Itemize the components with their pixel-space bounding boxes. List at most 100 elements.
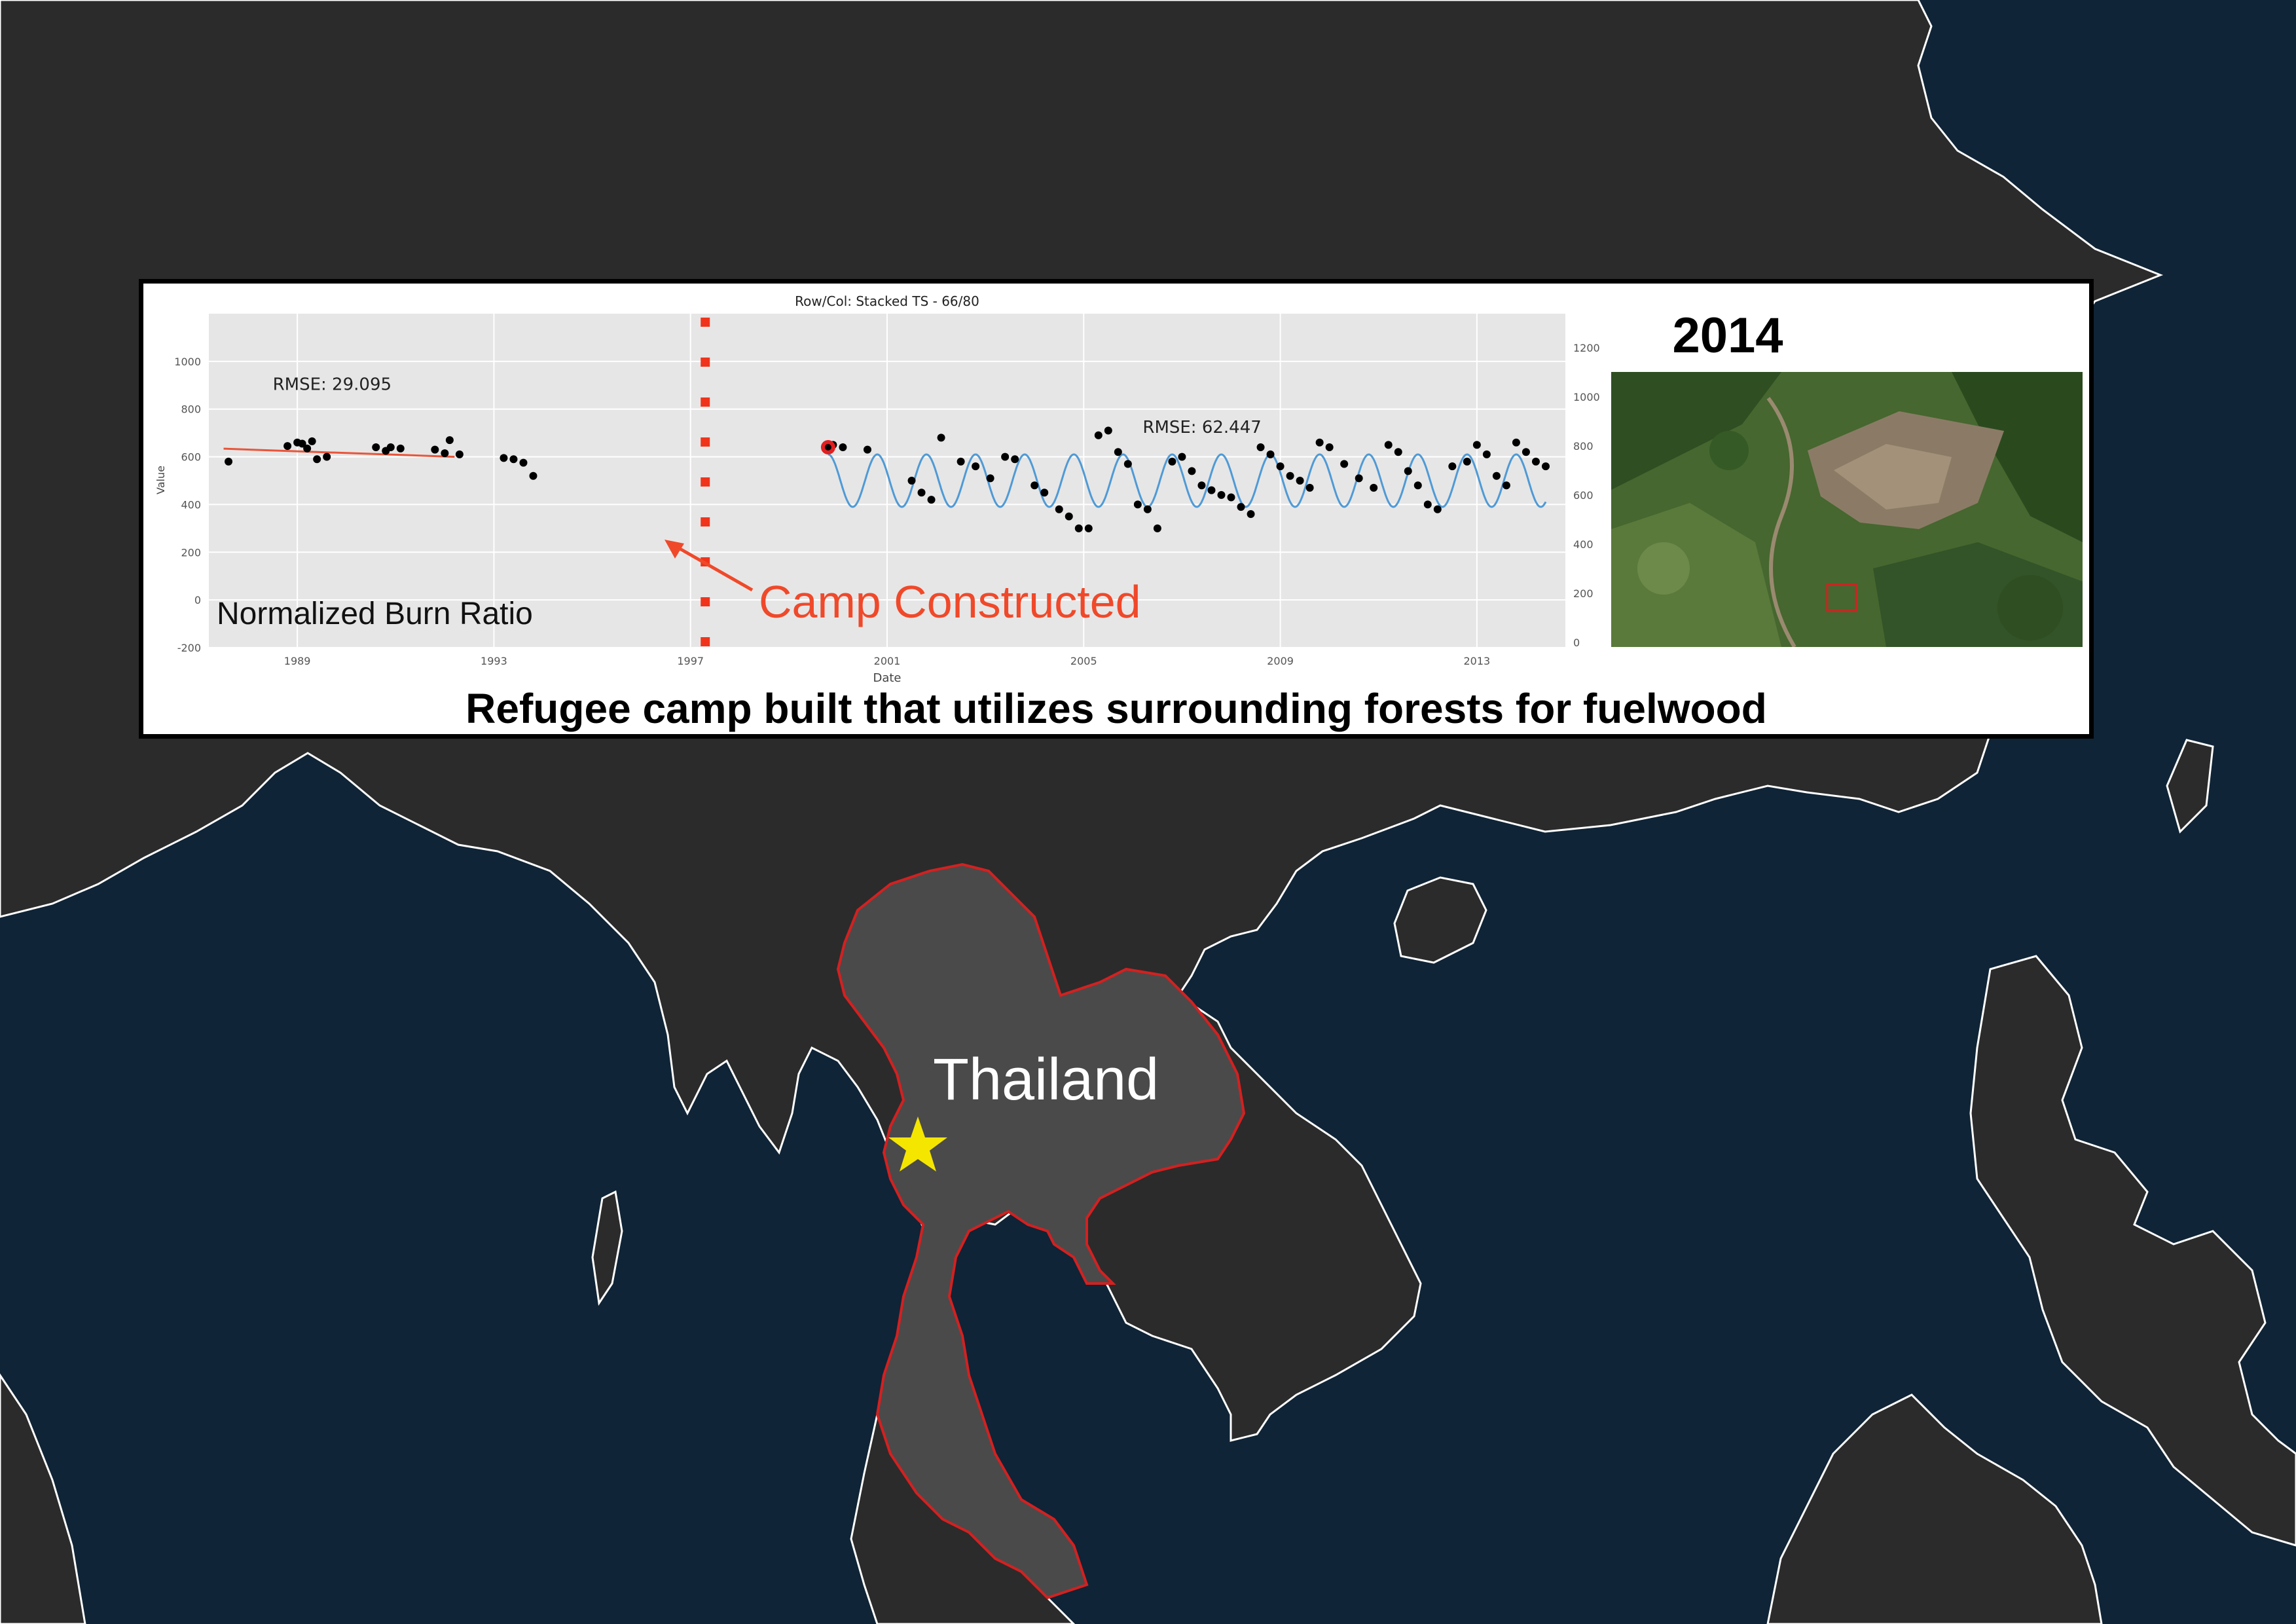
y-tick-label-right: 600 — [1573, 489, 1594, 502]
segment-2-point — [1143, 505, 1152, 513]
segment-2-point — [1001, 452, 1010, 461]
break-marker — [701, 517, 710, 526]
segment-1-point — [500, 454, 508, 462]
segment-2-point — [1153, 524, 1161, 532]
segment-2-point — [863, 445, 871, 454]
segment-1-point — [441, 449, 449, 458]
segment-2-point — [1423, 500, 1432, 509]
segment-2-point — [1502, 481, 1510, 490]
y-tick-label-right: 0 — [1573, 637, 1580, 649]
segment-2-point — [1305, 483, 1314, 492]
segment-2-point — [1094, 431, 1102, 439]
break-marker — [701, 477, 710, 487]
segment-1-point — [298, 439, 306, 448]
segment-2-point — [1315, 438, 1324, 447]
x-tick-label: 1993 — [481, 655, 507, 667]
segment-1-point — [386, 443, 395, 451]
segment-2-point — [1227, 493, 1235, 502]
segment-2-point — [1084, 524, 1093, 532]
x-tick-label: 2005 — [1070, 655, 1097, 667]
segment-2-point — [1512, 438, 1520, 447]
borneo-island — [1766, 1393, 2103, 1624]
segment-2-highlight-center — [824, 444, 831, 451]
segment-2-point — [1030, 481, 1039, 490]
segment-2-point — [1276, 462, 1285, 471]
break-line — [701, 318, 710, 646]
y-tick-label-left: 800 — [181, 403, 201, 416]
x-tick-label: 1997 — [677, 655, 704, 667]
segment-2-point — [1325, 443, 1334, 451]
segment-2-point — [986, 474, 994, 483]
segment-2-fit-curve — [828, 453, 1547, 508]
segment-2-point — [1074, 524, 1083, 532]
y-tick-label-left: 200 — [181, 546, 201, 559]
segment-2-point — [1413, 481, 1422, 490]
segment-2-point — [1178, 452, 1186, 461]
segment-2-point — [937, 434, 945, 442]
segment-2-point — [1114, 448, 1122, 456]
series-layer — [223, 426, 1550, 532]
overlay-label: Normalized Burn Ratio — [217, 597, 533, 631]
break-marker — [701, 437, 710, 447]
segment-2-point — [1055, 505, 1063, 513]
y-tick-label-right: 1000 — [1573, 391, 1600, 403]
segment-2-point — [1256, 443, 1265, 451]
segment-2-point — [1237, 503, 1245, 511]
hainan-island — [1393, 876, 1487, 964]
break-marker — [701, 358, 710, 367]
y-tick-label-left: 0 — [194, 594, 201, 606]
time-series-panel: 1989 1993 1997 2001 2005 2009 2013 -200 0 200 400 6… — [139, 279, 2094, 739]
segment-2-point — [1541, 462, 1550, 471]
sumatra-island — [0, 1373, 86, 1624]
chart-title: Row/Col: Stacked TS - 66/80 — [795, 293, 979, 309]
segment-1-point — [529, 471, 538, 480]
break-marker — [701, 597, 710, 606]
segment-2-point — [1123, 460, 1132, 468]
y-tick-label-right: 1200 — [1573, 342, 1600, 354]
star-icon — [888, 1116, 947, 1172]
x-tick-label: 1989 — [284, 655, 311, 667]
andaman-islands — [591, 1190, 623, 1306]
x-axis-label: Date — [873, 671, 901, 685]
segment-2-point — [1188, 467, 1196, 475]
annotation-arrow — [665, 540, 754, 592]
segment-1-point — [519, 458, 528, 467]
x-tick-label: 2009 — [1267, 655, 1294, 667]
segment-2-point — [1482, 450, 1491, 458]
country-label: Thailand — [933, 1047, 1159, 1113]
segment-2-point — [1370, 483, 1378, 492]
break-marker — [701, 637, 710, 646]
y-axis-label: Value — [155, 466, 167, 494]
segment-1-point — [431, 445, 439, 454]
segment-2-point — [1404, 467, 1412, 475]
x-tick-label: 2013 — [1464, 655, 1491, 667]
thailand-outline — [836, 862, 1246, 1600]
segment-2-point — [1492, 471, 1501, 480]
segment-2-point — [1433, 505, 1442, 513]
segment-1-point — [445, 436, 454, 445]
image-year-label: 2014 — [1672, 308, 1783, 363]
segment-2-point — [927, 496, 936, 504]
segment-1-point — [313, 455, 321, 464]
segment-2-point — [1355, 474, 1363, 483]
segment-2-point — [1296, 477, 1304, 485]
segment-2-point — [1168, 457, 1176, 466]
y-tick-label-left: 400 — [181, 498, 201, 511]
segment-2-point — [839, 443, 847, 451]
taiwan-island — [2166, 739, 2214, 834]
segment-2-point — [1340, 460, 1349, 468]
x-tick-label: 2001 — [874, 655, 901, 667]
segment-2-point — [1286, 471, 1294, 480]
y-tick-label-right: 400 — [1573, 538, 1594, 551]
y-tick-label-right: 800 — [1573, 440, 1594, 452]
segment-1-point — [308, 437, 316, 445]
grid-layer — [209, 314, 1565, 648]
segment-2-point — [1217, 490, 1226, 499]
segment-2-point — [1040, 489, 1049, 497]
segment-2-point — [957, 457, 965, 466]
y-tick-label-left: 600 — [181, 451, 201, 464]
segment-2-point — [1266, 450, 1275, 458]
time-series-chart: 1989 1993 1997 2001 2005 2009 2013 -200 0 200 400 6… — [155, 293, 1600, 685]
